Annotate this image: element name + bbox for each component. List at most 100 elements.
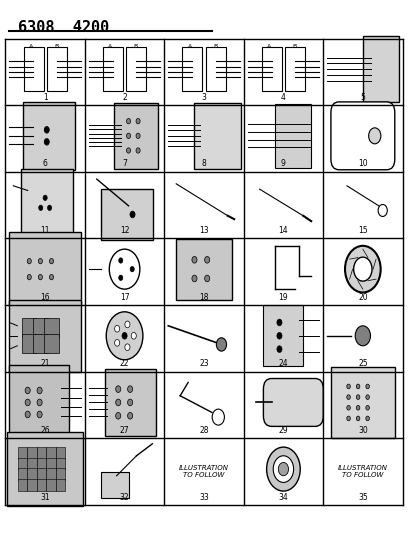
Circle shape [356, 384, 360, 389]
FancyBboxPatch shape [46, 458, 56, 470]
Text: ILLUSTRATION
TO FOLLOW: ILLUSTRATION TO FOLLOW [338, 465, 388, 478]
FancyBboxPatch shape [44, 319, 59, 337]
Circle shape [115, 326, 120, 332]
FancyBboxPatch shape [262, 47, 282, 91]
FancyBboxPatch shape [21, 168, 73, 237]
Text: 24: 24 [279, 359, 288, 368]
FancyBboxPatch shape [27, 458, 37, 470]
Circle shape [205, 275, 210, 282]
FancyBboxPatch shape [44, 335, 59, 353]
Text: 26: 26 [40, 426, 50, 435]
Text: 4: 4 [281, 93, 286, 102]
Circle shape [25, 399, 30, 406]
FancyBboxPatch shape [206, 47, 226, 91]
FancyBboxPatch shape [285, 47, 305, 91]
Text: 35: 35 [358, 493, 368, 502]
Text: 13: 13 [199, 226, 209, 235]
Text: A: A [267, 44, 271, 49]
Circle shape [126, 118, 131, 124]
FancyBboxPatch shape [56, 479, 65, 491]
Circle shape [216, 338, 226, 351]
Text: 33: 33 [199, 493, 209, 502]
Circle shape [39, 205, 43, 211]
FancyBboxPatch shape [33, 319, 48, 337]
FancyBboxPatch shape [33, 335, 48, 353]
Text: 2: 2 [122, 93, 127, 102]
Text: 7: 7 [122, 159, 127, 168]
FancyBboxPatch shape [104, 369, 156, 436]
Circle shape [273, 456, 294, 482]
FancyBboxPatch shape [103, 47, 123, 91]
FancyBboxPatch shape [182, 47, 202, 91]
FancyBboxPatch shape [46, 447, 56, 459]
Text: 9: 9 [281, 159, 286, 168]
Circle shape [354, 257, 372, 281]
Text: 34: 34 [279, 493, 288, 502]
Circle shape [37, 399, 42, 406]
FancyBboxPatch shape [27, 479, 37, 491]
Text: A: A [108, 44, 113, 49]
Text: 5: 5 [360, 93, 365, 102]
Circle shape [347, 416, 350, 421]
Circle shape [116, 386, 121, 392]
FancyBboxPatch shape [46, 469, 56, 480]
FancyBboxPatch shape [27, 447, 37, 459]
Text: 3: 3 [202, 93, 206, 102]
Text: 12: 12 [120, 226, 129, 235]
FancyBboxPatch shape [363, 36, 399, 102]
Text: ILLUSTRATION
TO FOLLOW: ILLUSTRATION TO FOLLOW [179, 465, 229, 478]
Circle shape [38, 259, 42, 264]
FancyBboxPatch shape [9, 300, 81, 372]
FancyBboxPatch shape [56, 447, 65, 459]
FancyBboxPatch shape [176, 238, 232, 300]
Circle shape [366, 384, 369, 389]
Text: B: B [213, 44, 217, 49]
Circle shape [136, 118, 140, 124]
Circle shape [212, 409, 224, 425]
Text: 1: 1 [43, 93, 47, 102]
Text: 27: 27 [120, 426, 129, 435]
Circle shape [347, 384, 350, 389]
FancyBboxPatch shape [101, 189, 153, 240]
Circle shape [126, 148, 131, 153]
Circle shape [116, 399, 121, 406]
Circle shape [347, 395, 350, 399]
FancyBboxPatch shape [18, 458, 27, 470]
Circle shape [47, 205, 51, 211]
Circle shape [119, 275, 123, 280]
FancyBboxPatch shape [114, 102, 158, 169]
Circle shape [128, 413, 133, 419]
Circle shape [366, 416, 369, 421]
Text: 6308  4200: 6308 4200 [18, 20, 109, 35]
Circle shape [366, 406, 369, 410]
Text: 17: 17 [120, 293, 129, 302]
Text: 20: 20 [358, 293, 368, 302]
Circle shape [109, 479, 117, 489]
Text: 16: 16 [40, 293, 50, 302]
Circle shape [44, 126, 49, 133]
Circle shape [192, 275, 197, 282]
FancyBboxPatch shape [264, 305, 304, 366]
FancyBboxPatch shape [193, 102, 242, 169]
Circle shape [136, 133, 140, 139]
FancyBboxPatch shape [24, 47, 44, 91]
Circle shape [277, 319, 282, 326]
Circle shape [136, 148, 140, 153]
Text: 18: 18 [199, 293, 209, 302]
Circle shape [125, 321, 130, 328]
Text: 23: 23 [199, 359, 209, 368]
FancyBboxPatch shape [9, 232, 81, 306]
Circle shape [205, 256, 210, 263]
FancyBboxPatch shape [56, 469, 65, 480]
Text: 28: 28 [199, 426, 209, 435]
FancyBboxPatch shape [264, 378, 323, 426]
Circle shape [131, 333, 136, 339]
FancyBboxPatch shape [7, 432, 84, 506]
Circle shape [49, 274, 53, 280]
Circle shape [122, 333, 127, 339]
Circle shape [369, 128, 381, 144]
Circle shape [25, 411, 30, 418]
Circle shape [44, 139, 49, 145]
Circle shape [277, 346, 282, 352]
Circle shape [345, 246, 381, 293]
